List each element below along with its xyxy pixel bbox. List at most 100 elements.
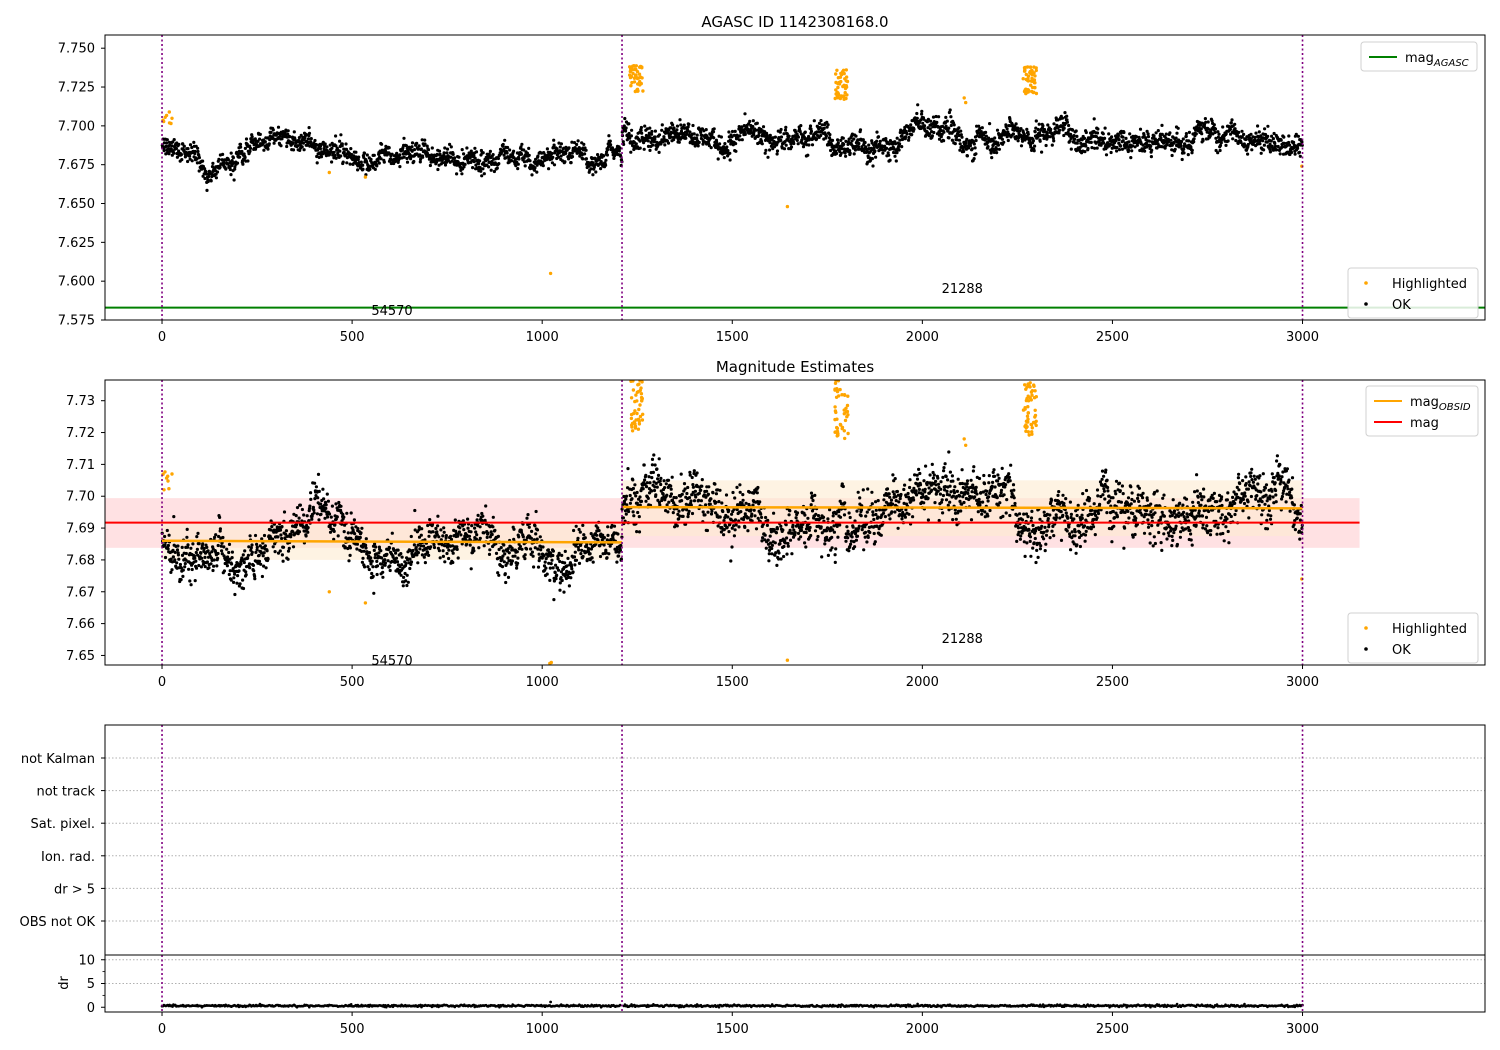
ok-point: [520, 142, 524, 146]
ok-point: [250, 550, 254, 554]
ok-point: [809, 129, 814, 133]
ok-point: [536, 565, 541, 569]
ok-point: [724, 493, 729, 497]
highlighted-point: [1030, 76, 1034, 81]
ok-point: [687, 122, 691, 126]
ok-point: [199, 565, 203, 569]
ok-point: [806, 153, 810, 157]
ok-point: [937, 137, 942, 141]
ok-point: [172, 515, 176, 519]
ok-point: [449, 537, 454, 542]
ok-point: [1217, 132, 1221, 136]
ok-point: [451, 560, 455, 565]
ok-point: [652, 453, 656, 457]
ok-point: [280, 536, 284, 541]
ok-point: [288, 135, 292, 139]
ok-point: [807, 134, 811, 139]
ok-point: [209, 562, 213, 566]
ok-point: [523, 557, 527, 561]
obsid-label: 54570: [371, 304, 412, 319]
ok-point: [765, 133, 769, 138]
ok-point: [743, 525, 747, 530]
ok-point: [692, 469, 696, 473]
ok-point: [598, 554, 603, 559]
ok-point: [657, 150, 661, 154]
ok-point: [473, 526, 477, 530]
ok-point: [229, 151, 233, 155]
ok-point: [166, 543, 170, 548]
ok-point: [1294, 132, 1298, 136]
ok-point: [380, 556, 384, 560]
ok-point: [481, 167, 485, 171]
ok-point: [582, 533, 586, 537]
ok-point: [722, 533, 726, 537]
ok-point: [500, 565, 505, 569]
ok-point: [313, 138, 317, 143]
ok-point: [1246, 142, 1250, 147]
ok-point: [555, 573, 559, 577]
ok-point: [441, 549, 445, 553]
ok-point: [803, 130, 807, 134]
ok-point: [459, 533, 463, 537]
ok-point: [466, 526, 470, 530]
ok-point: [414, 546, 418, 550]
ok-point: [442, 530, 446, 534]
ok-point: [995, 128, 1000, 132]
ok-point: [419, 544, 423, 548]
ok-point: [608, 139, 612, 143]
ok-point: [761, 125, 766, 129]
ok-point: [842, 142, 846, 146]
ok-point: [1068, 139, 1072, 143]
ok-point: [166, 147, 170, 151]
highlighted-point: [843, 96, 847, 101]
highlighted-point: [1025, 65, 1030, 69]
ok-point: [246, 553, 250, 557]
ok-point: [618, 146, 622, 150]
ok-point: [1134, 135, 1139, 139]
ok-point: [839, 138, 843, 142]
ok-point: [656, 473, 661, 477]
ok-point: [556, 568, 561, 572]
ok-point: [1005, 127, 1009, 131]
ok-point: [711, 130, 716, 134]
ok-point: [441, 534, 445, 538]
ok-point: [1117, 138, 1121, 142]
ok-point: [714, 492, 719, 496]
ok-point: [679, 472, 683, 476]
ok-point: [382, 160, 386, 164]
ok-point: [1038, 139, 1042, 143]
ok-point: [925, 120, 930, 124]
ok-point: [423, 561, 427, 565]
ok-point: [179, 153, 183, 157]
ok-point: [1036, 127, 1040, 132]
ok-point: [949, 115, 953, 119]
ok-point: [675, 124, 680, 128]
ok-point: [645, 481, 649, 485]
ok-point: [195, 535, 199, 539]
ok-point: [1224, 143, 1228, 147]
ok-point: [203, 176, 207, 181]
ok-point: [346, 531, 350, 535]
ok-point: [711, 491, 715, 495]
ok-point: [1176, 126, 1180, 130]
ok-point: [300, 145, 304, 149]
ok-point: [885, 146, 889, 150]
ok-point: [319, 512, 323, 516]
ok-point: [230, 550, 234, 554]
ok-point: [1262, 148, 1266, 152]
ok-point: [1102, 141, 1106, 145]
ok-point: [675, 524, 679, 528]
ok-point: [551, 566, 555, 570]
ok-point: [228, 569, 232, 573]
ok-point: [236, 574, 240, 578]
ok-point: [1104, 153, 1109, 157]
ok-point: [260, 537, 264, 541]
ok-point: [563, 160, 567, 164]
ok-point: [1268, 147, 1272, 151]
ok-point: [174, 146, 178, 151]
ok-point: [321, 487, 325, 491]
ok-point: [527, 146, 531, 150]
ok-point: [173, 558, 177, 562]
ok-point: [437, 549, 441, 553]
ok-point: [1135, 143, 1139, 147]
